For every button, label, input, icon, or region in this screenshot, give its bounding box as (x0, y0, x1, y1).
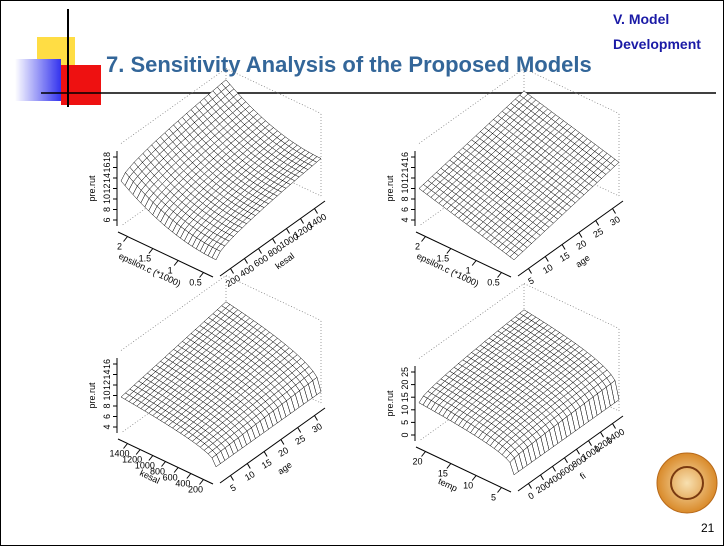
x-tick-label: 0.5 (487, 278, 500, 288)
page-number: 21 (701, 521, 715, 535)
section: V. Model (613, 11, 669, 27)
deco-blue (15, 59, 61, 101)
y-tick (281, 440, 284, 445)
x-tick (124, 237, 128, 242)
y-tick (231, 269, 234, 274)
x-tick-label: 5 (491, 493, 496, 503)
y-tick (553, 466, 556, 471)
z-tick-label: 4 (102, 424, 112, 429)
y-tick-label: 15 (558, 250, 572, 264)
y-tick (264, 452, 267, 457)
y-tick (613, 424, 616, 429)
y-tick (596, 221, 599, 226)
section: Development (613, 36, 701, 52)
y-tick-label: 1400 (604, 427, 626, 446)
x-tick-label: 10 (463, 481, 473, 491)
y-tick-label: 15 (260, 457, 274, 471)
x-tick-label: 200 (188, 485, 203, 495)
y-tick (562, 245, 565, 250)
y-tick-label: 600 (252, 253, 270, 269)
y-tick-label: 5 (228, 482, 237, 493)
y-tick (545, 257, 548, 262)
logo (657, 453, 717, 513)
slide: V. Model Development 7. Sensitivity Anal… (0, 0, 724, 546)
z-tick-label: 10 (400, 183, 410, 193)
z-tick-label: 15 (400, 392, 410, 402)
y-tick (529, 269, 532, 274)
z-label: pre.rut (87, 382, 97, 409)
x-tick-label: 0.5 (189, 278, 202, 288)
y-tick (315, 209, 318, 214)
z-tick-label: 16 (102, 162, 112, 172)
z-tick-label: 8 (400, 196, 410, 201)
y-tick (301, 219, 304, 224)
y-tick (231, 476, 234, 481)
y-tick-label: 30 (608, 214, 622, 228)
title: 7. Sensitivity Analysis of the Proposed … (106, 52, 592, 77)
y-label: age (574, 253, 592, 270)
y-tick-label: 200 (224, 273, 242, 289)
z-tick-label: 8 (102, 403, 112, 408)
x-tick-label: 20 (412, 457, 422, 467)
z-label: pre.rut (87, 175, 97, 202)
z-tick-label: 25 (400, 367, 410, 377)
z-tick-label: 20 (400, 380, 410, 390)
y-tick-label: 30 (310, 421, 324, 435)
z-tick-label: 5 (400, 420, 410, 425)
y-tick-label: 10 (541, 262, 555, 276)
slide-canvas: V. Model Development 7. Sensitivity Anal… (1, 1, 723, 545)
z-label: pre.rut (385, 175, 395, 202)
y-tick-label: 20 (277, 445, 291, 459)
y-label: age (276, 460, 294, 477)
x-tick (472, 261, 476, 266)
z-tick-label: 12 (102, 183, 112, 193)
z-tick-label: 8 (102, 207, 112, 212)
y-tick (579, 233, 582, 238)
x-label: temp (437, 476, 459, 494)
z-tick-label: 12 (400, 173, 410, 183)
y-tick-label: 20 (575, 238, 589, 252)
y-tick (245, 259, 248, 264)
y-tick (529, 484, 532, 489)
z-tick-label: 16 (400, 152, 410, 162)
y-tick (298, 428, 301, 433)
x-tick (498, 488, 502, 493)
z-tick-label: 4 (400, 217, 410, 222)
y-label: fi (578, 471, 587, 482)
y-tick-label: 1400 (306, 212, 328, 231)
y-tick (273, 239, 276, 244)
z-tick-label: 14 (102, 173, 112, 183)
x-tick (174, 261, 178, 266)
y-tick-label: 10 (243, 469, 257, 483)
y-tick-label: 0 (526, 490, 535, 501)
z-tick-label: 10 (102, 390, 112, 400)
z-label: pre.rut (385, 390, 395, 417)
y-tick (315, 416, 318, 421)
y-tick (259, 249, 262, 254)
z-tick-label: 0 (400, 432, 410, 437)
z-tick-label: 14 (400, 162, 410, 172)
z-tick-label: 16 (102, 359, 112, 369)
z-tick-label: 14 (102, 369, 112, 379)
z-tick-label: 6 (400, 207, 410, 212)
x-tick (422, 237, 426, 242)
y-tick (565, 458, 568, 463)
z-tick-label: 6 (102, 217, 112, 222)
z-tick-label: 10 (400, 405, 410, 415)
y-tick (613, 209, 616, 214)
y-tick-label: 400 (238, 263, 256, 279)
y-tick (541, 475, 544, 480)
z-tick-label: 6 (102, 414, 112, 419)
y-tick-label: 25 (591, 226, 605, 240)
y-tick-label: 5 (526, 275, 535, 286)
y-tick (247, 464, 250, 469)
y-tick (287, 229, 290, 234)
z-tick-label: 12 (102, 380, 112, 390)
y-tick-label: 25 (293, 433, 307, 447)
z-tick-label: 10 (102, 194, 112, 204)
z-tick-label: 18 (102, 152, 112, 162)
